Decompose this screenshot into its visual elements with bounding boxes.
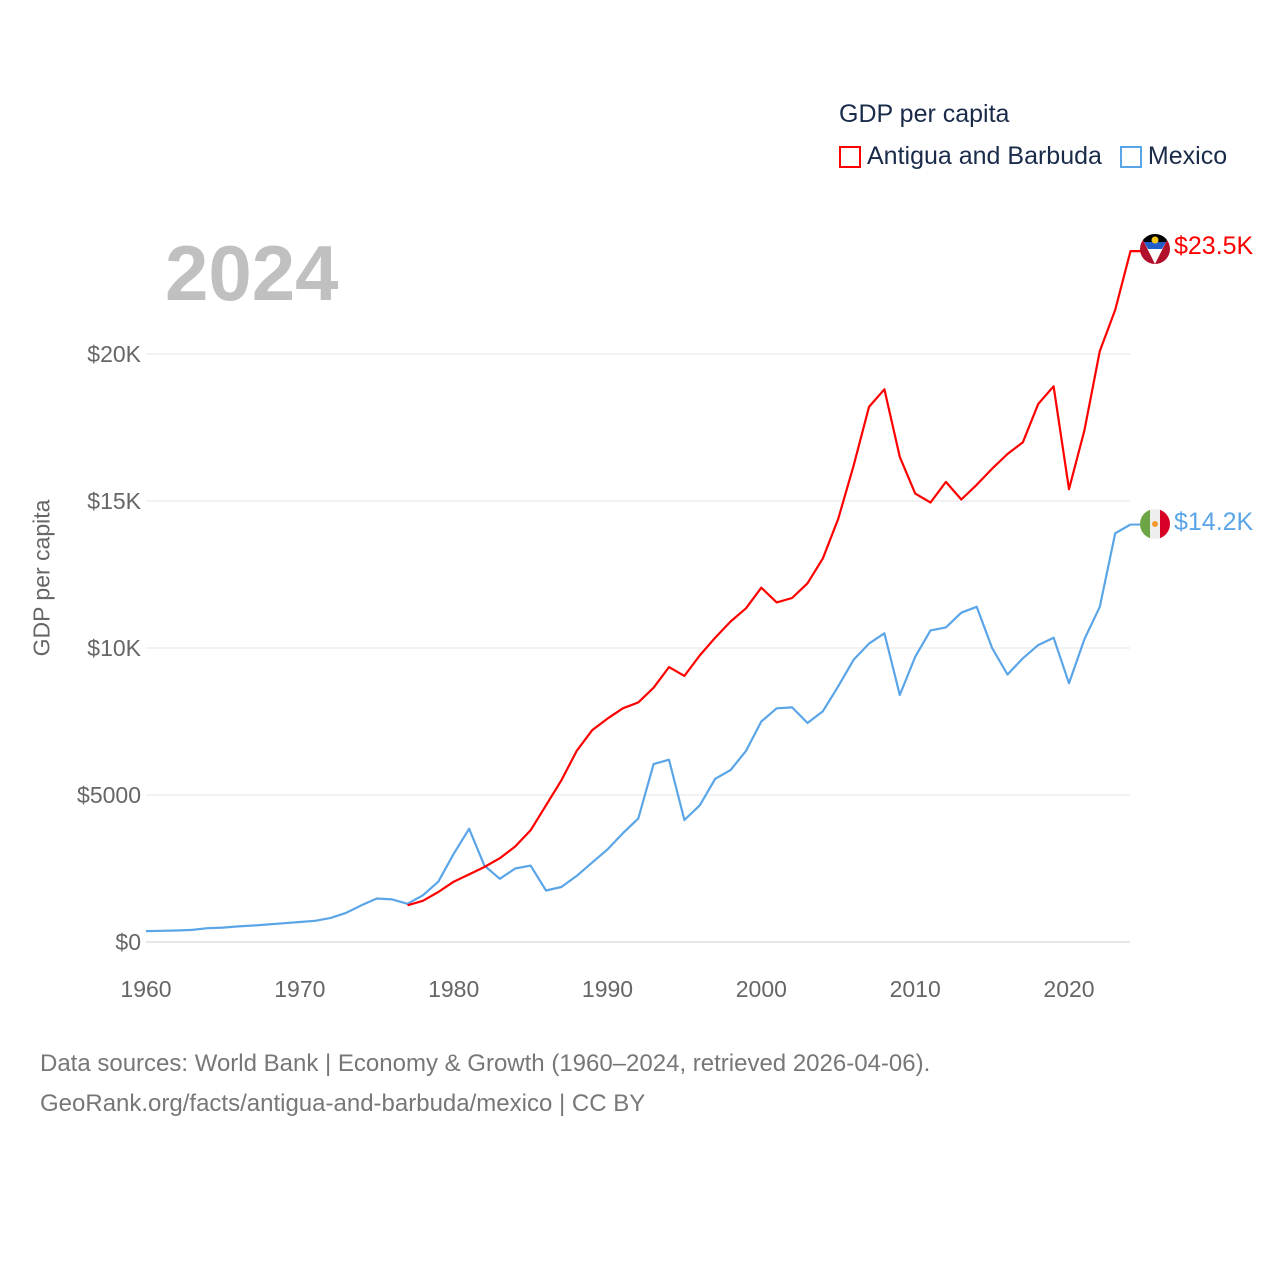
legend-label: Antigua and Barbuda <box>867 142 1102 170</box>
x-tick-label: 2010 <box>890 976 941 1002</box>
x-tick-label: 2000 <box>736 976 787 1002</box>
y-tick-label: $10K <box>87 635 141 661</box>
legend-swatch-mexico <box>1119 145 1142 168</box>
source-line-2[interactable]: GeoRank.org/facts/antigua-and-barbuda/me… <box>40 1090 646 1117</box>
x-tick-label: 1990 <box>582 976 633 1002</box>
antigua-flag-icon <box>1140 234 1170 264</box>
end-label-antigua: $23.5K <box>1174 232 1254 260</box>
x-tick-label: 2020 <box>1043 976 1094 1002</box>
y-tick-label: $15K <box>87 488 141 514</box>
legend-label: Mexico <box>1147 142 1228 170</box>
y-tick-label: $5000 <box>77 782 141 808</box>
x-tick-label: 1970 <box>274 976 325 1002</box>
year-label: 2024 <box>165 229 339 317</box>
source-line-1: Data sources: World Bank | Economy & Gro… <box>40 1050 931 1077</box>
x-tick-label: 1980 <box>428 976 479 1002</box>
y-tick-label: $0 <box>115 929 141 955</box>
series-line-mexico <box>145 523 1132 933</box>
mexico-flag-icon <box>1140 509 1170 539</box>
source-note: Data sources: World Bank | Economy & Gro… <box>40 1044 930 1124</box>
legend-title: GDP per capita <box>839 100 1010 128</box>
series-line-antigua-and-barbuda <box>407 250 1146 907</box>
legend-item-antigua[interactable]: Antigua and Barbuda <box>839 142 1102 171</box>
legend-item-mexico[interactable]: Mexico <box>1119 142 1228 171</box>
end-label-mexico: $14.2K <box>1174 508 1254 536</box>
legend-swatch-antigua <box>839 145 861 168</box>
y-axis-label: GDP per capita <box>28 499 55 657</box>
legend: Antigua and Barbuda Mexico <box>839 142 1227 171</box>
x-tick-label: 1960 <box>120 976 171 1002</box>
y-tick-label: $20K <box>87 341 141 367</box>
